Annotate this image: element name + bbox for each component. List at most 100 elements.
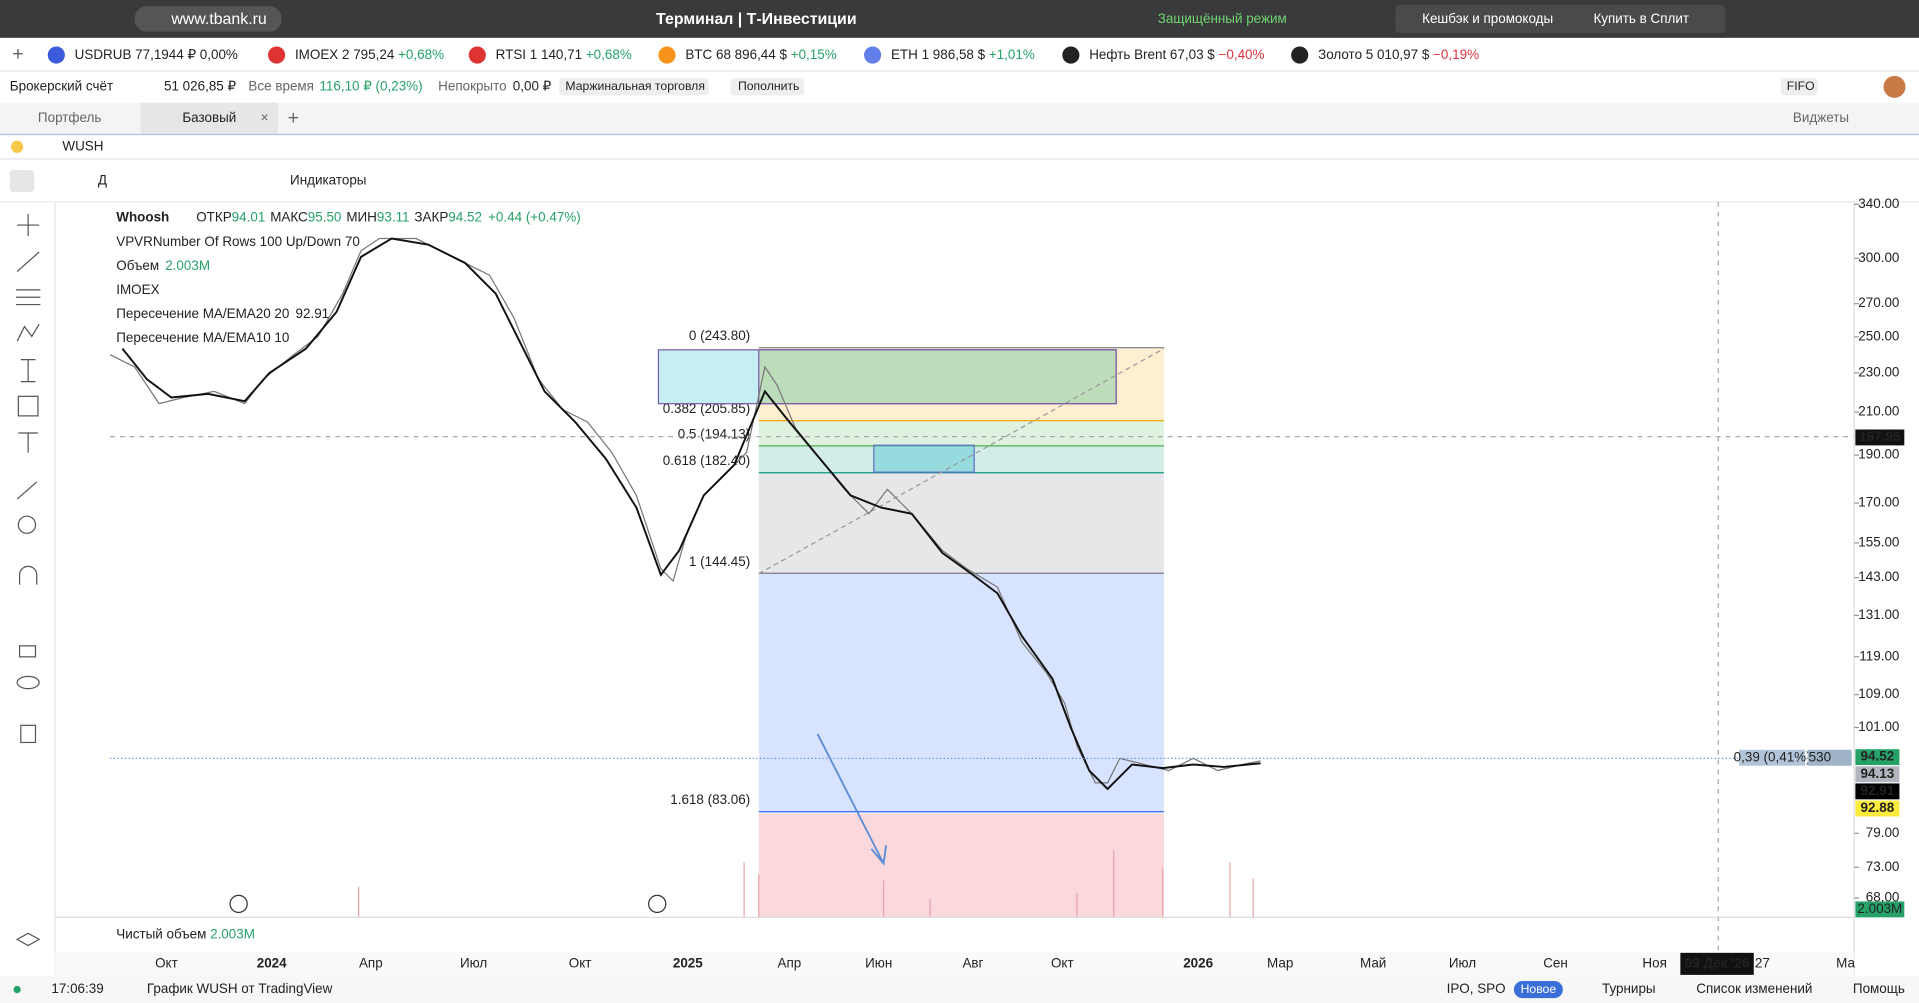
y-tick-label: 73.00 [1866, 859, 1900, 874]
y-tick-label: 109.00 [1858, 686, 1899, 701]
price-badge [1739, 749, 1806, 766]
shape-tool[interactable] [17, 395, 39, 417]
indicator: Объем [116, 258, 159, 273]
extension[interactable]: Кешбэк и промокоды [1422, 11, 1553, 26]
ticker-icon [1062, 46, 1080, 64]
price-badge [1855, 749, 1900, 766]
legend: Whoosh ОТКР94.01 МАКС95.50 МИН93.11 ЗАКР94.5… [116, 209, 580, 344]
price-badge [1855, 429, 1905, 446]
price-badge-label: 197.96 [1859, 429, 1900, 444]
range-box [873, 444, 975, 473]
add-icon[interactable]: + [12, 43, 23, 65]
crosshair-tool[interactable] [17, 214, 40, 237]
fib-label: 0.618 (182.40) [663, 453, 750, 468]
tool-active[interactable] [9, 170, 35, 193]
layers-tool[interactable] [15, 932, 41, 947]
dividend-marker[interactable] [648, 894, 667, 914]
plot: 0 (243.80) 0.382 (205.85) 0.5 (194.13) 0.61… [663, 328, 1164, 918]
ticker-change: +0,68% [586, 47, 632, 62]
magnet-tool[interactable] [18, 565, 38, 585]
arrow [816, 733, 887, 866]
tournaments[interactable]: Турниры [1602, 981, 1656, 996]
change-label: 0,39 (0,41%) [1734, 749, 1811, 764]
tab[interactable]: Портфель [38, 110, 101, 125]
help[interactable]: Помощь [1853, 981, 1905, 996]
x-tick-label: Окт [155, 955, 178, 970]
x-tick-label: 09 Дек '26 [1685, 955, 1750, 970]
interval[interactable]: Д [98, 173, 107, 188]
deposit[interactable]: Пополнить [738, 79, 799, 93]
ohlc-value: 94.01 [232, 209, 266, 224]
ticker-name: USDRUB [75, 47, 132, 62]
profit: 116,10 ₽ (0,23%) [319, 78, 422, 93]
value: 2.003M [210, 926, 255, 941]
ma-line [121, 237, 1261, 791]
indicator: Пересечение MA/EMA20 20 [116, 306, 289, 321]
legend-line: Объем 2.003M [116, 258, 210, 273]
ticker-change: +0,68% [398, 47, 444, 62]
price-badge-label: 94.52 [1861, 749, 1895, 764]
fib-label: 0 (243.80) [689, 328, 750, 343]
projection-tool[interactable] [20, 359, 36, 383]
changes[interactable]: Список изменений [1696, 981, 1812, 996]
margin-badge[interactable] [559, 78, 709, 96]
ticker-icon [468, 46, 486, 64]
ticker-icon [268, 46, 286, 64]
qty-badge [1807, 749, 1852, 766]
lock-tool[interactable] [18, 645, 37, 658]
pattern-tool[interactable] [16, 323, 40, 342]
instrument: Whoosh [116, 209, 169, 224]
avatar[interactable] [1883, 75, 1906, 98]
deposit-button[interactable] [730, 78, 805, 96]
period[interactable]: Все время [248, 78, 314, 93]
symbol[interactable]: WUSH [62, 138, 103, 153]
extension[interactable]: Купить в Сплит [1593, 11, 1689, 26]
trend-tool[interactable] [16, 251, 40, 273]
fib-tool[interactable] [15, 289, 41, 306]
ohlc-label: ЗАКР [414, 209, 448, 224]
ipo[interactable]: IPO, SPO [1447, 981, 1506, 996]
ruler-tool[interactable] [16, 481, 38, 500]
tab[interactable]: Базовый [182, 110, 236, 125]
margin[interactable]: Маржинальная торговля [565, 79, 705, 93]
y-tick-label: 119.00 [1859, 648, 1899, 663]
ticker-price: 5 010,97 $ [1366, 47, 1430, 62]
widgets[interactable]: Виджеты [1793, 110, 1849, 125]
x-tick-label: Окт [1051, 955, 1074, 970]
ticker-price: 67,03 $ [1170, 47, 1215, 62]
indicator: Пересечение MA/EMA10 10 [116, 330, 289, 345]
active-tab[interactable] [140, 102, 278, 135]
url: www.tbank.ru [170, 11, 266, 28]
fifo[interactable]: FIFO [1787, 79, 1815, 93]
account-name[interactable]: Брокерский счёт [10, 78, 113, 93]
add-tab[interactable]: + [288, 107, 299, 129]
delete-tool[interactable] [20, 724, 37, 744]
ticker-change: 0,00% [200, 47, 238, 62]
price-badge-label: 92.91 [1861, 783, 1895, 798]
uncovered: 0,00 ₽ [513, 78, 551, 93]
hide-tool[interactable] [16, 675, 40, 690]
y-tick-label: 340.00 [1858, 196, 1899, 211]
indicators[interactable]: Индикаторы [290, 173, 366, 188]
ticker-price: 2 795,24 [342, 47, 395, 62]
x-tick-label: Июл [1449, 955, 1476, 970]
price-badge [1855, 800, 1900, 817]
legend-line: IMOEX [116, 282, 159, 297]
source[interactable]: График WUSH от TradingView [147, 981, 333, 996]
volume-label: 2.003M [1857, 901, 1902, 916]
ticker: ETH 1 986,58 $ +1,01% [891, 47, 1035, 62]
fib-label: 0.5 (194.13) [678, 426, 750, 441]
y-tick-label: 143.00 [1858, 569, 1899, 584]
address-box[interactable] [134, 6, 282, 32]
text-tool[interactable] [18, 432, 38, 453]
ticker-change: +0,15% [791, 47, 837, 62]
ticker-name: Золото [1318, 47, 1362, 62]
zoom-tool[interactable] [17, 515, 37, 534]
fifo-badge[interactable] [1780, 78, 1818, 96]
dividend-marker[interactable] [229, 894, 248, 914]
close-tab[interactable]: × [261, 110, 269, 125]
ticker-name: RTSI [496, 47, 526, 62]
ticker-icon [658, 46, 676, 64]
